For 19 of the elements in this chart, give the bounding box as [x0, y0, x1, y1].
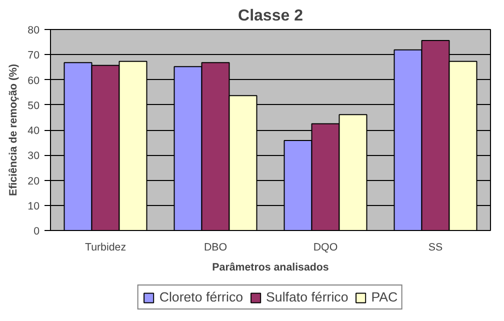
y-tick-label: 20: [28, 175, 40, 188]
y-tick-label: 10: [28, 200, 40, 212]
y-tick-label: 0: [34, 226, 40, 238]
x-tick-label: SS: [428, 242, 443, 254]
legend-label: PAC: [371, 290, 398, 304]
x-tick-label: DQO: [313, 242, 338, 254]
x-tick-label: DBO: [204, 242, 228, 254]
x-tick-label: Turbidez: [84, 242, 126, 254]
y-tick-label: 40: [28, 125, 40, 137]
y-tick-label: 70: [28, 50, 40, 62]
legend-label: Sulfato férrico: [266, 290, 348, 304]
y-tick-label: 60: [28, 74, 40, 87]
x-axis-title: Parâmetros analisados: [212, 262, 329, 274]
chart-title: Classe 2: [238, 8, 304, 24]
y-tick-label: 50: [28, 100, 40, 112]
y-tick-label: 80: [28, 24, 40, 36]
legend-label: Cloreto férrico: [159, 290, 244, 304]
y-axis-title: Eficiência de remoção (%): [8, 64, 20, 196]
y-tick-label: 30: [28, 150, 40, 162]
